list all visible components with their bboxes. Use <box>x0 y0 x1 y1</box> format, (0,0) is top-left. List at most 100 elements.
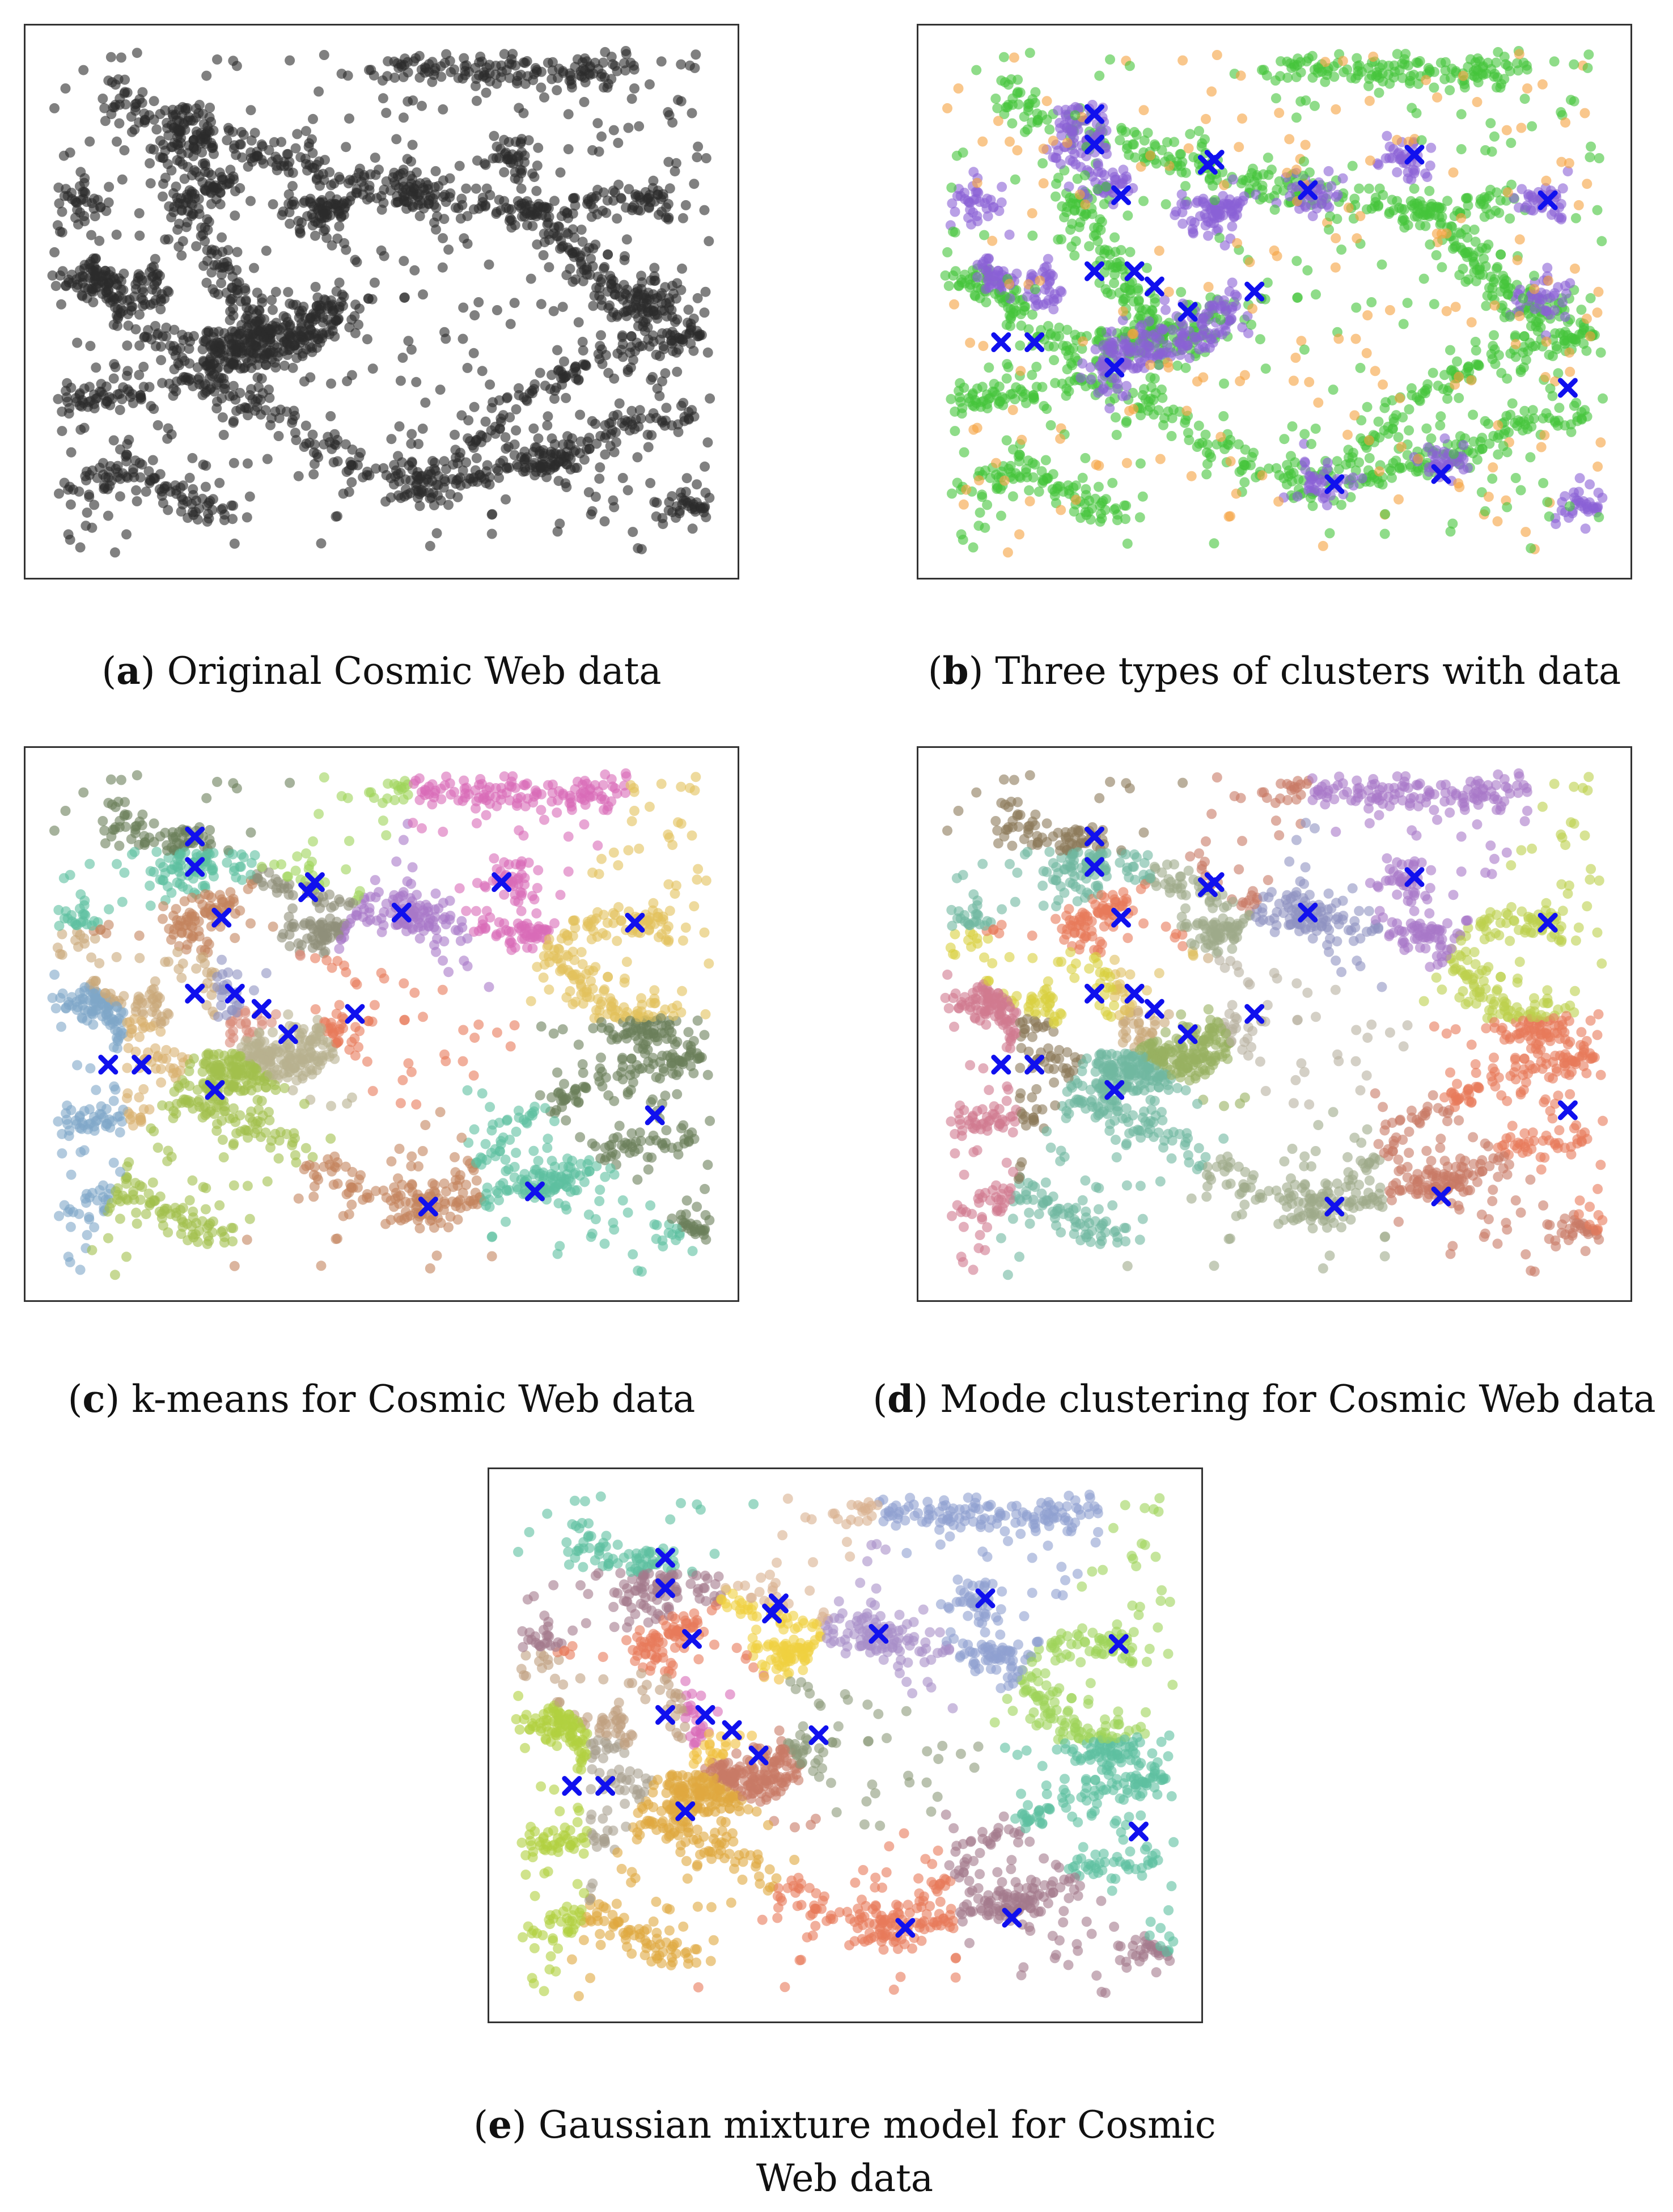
data-point <box>120 99 131 110</box>
data-point <box>370 153 380 163</box>
data-point <box>1234 198 1245 209</box>
data-point <box>542 420 553 431</box>
data-point <box>1580 523 1591 534</box>
data-point <box>1361 348 1372 358</box>
data-point <box>266 295 277 306</box>
data-point <box>596 69 607 79</box>
data-point <box>134 309 145 320</box>
data-point <box>1519 405 1530 416</box>
data-point <box>1348 480 1359 491</box>
data-point <box>1153 405 1164 416</box>
data-point <box>1048 304 1059 315</box>
data-point <box>1237 322 1248 333</box>
data-point <box>1197 138 1208 149</box>
data-point <box>563 213 574 223</box>
data-point <box>278 311 289 322</box>
data-point <box>249 128 260 138</box>
data-point <box>454 452 465 463</box>
data-point <box>471 435 481 446</box>
data-point <box>621 234 632 245</box>
data-point <box>484 259 494 270</box>
data-point <box>965 337 976 348</box>
data-point <box>245 345 256 356</box>
data-point <box>406 429 417 439</box>
data-point <box>91 362 101 373</box>
data-point <box>623 122 634 133</box>
data-point <box>1227 277 1238 288</box>
data-point <box>1307 72 1318 83</box>
data-point <box>205 384 215 395</box>
data-point <box>1180 362 1191 373</box>
data-point <box>59 477 70 488</box>
data-point <box>1530 303 1540 314</box>
data-point <box>1299 456 1310 467</box>
data-point <box>290 143 301 154</box>
data-point <box>586 212 597 222</box>
data-point <box>1384 209 1395 219</box>
data-point <box>207 181 218 192</box>
data-point <box>325 191 336 201</box>
data-point <box>1176 189 1187 200</box>
data-point <box>137 284 147 295</box>
data-point <box>553 365 564 376</box>
data-point <box>503 442 514 452</box>
data-point <box>1583 49 1594 60</box>
data-point <box>210 341 221 352</box>
data-point <box>1291 112 1302 123</box>
data-point <box>136 394 147 405</box>
data-point <box>1364 95 1375 106</box>
data-point <box>1027 309 1037 320</box>
data-point <box>128 397 138 408</box>
data-point <box>1111 430 1122 440</box>
data-point <box>137 301 148 311</box>
data-point <box>612 213 622 224</box>
data-point <box>253 304 264 315</box>
data-point <box>469 401 480 412</box>
data-point <box>532 160 543 171</box>
data-point <box>1219 240 1230 251</box>
data-point <box>1258 192 1268 203</box>
data-point <box>117 174 128 185</box>
data-point <box>1178 55 1188 66</box>
data-point <box>489 130 499 141</box>
data-point <box>456 410 467 421</box>
data-point <box>1129 126 1140 137</box>
data-point <box>1299 429 1310 439</box>
data-point <box>1148 395 1159 405</box>
data-point <box>1121 174 1132 185</box>
data-point <box>252 150 262 161</box>
data-point <box>539 237 550 248</box>
data-point <box>1336 244 1347 255</box>
data-point <box>339 238 350 248</box>
data-point <box>692 331 702 342</box>
data-point <box>1349 193 1360 204</box>
data-point <box>121 529 132 540</box>
data-point <box>700 286 711 297</box>
data-point <box>1337 173 1348 184</box>
data-point <box>420 397 431 408</box>
data-point <box>1374 62 1385 73</box>
data-point <box>1497 300 1508 311</box>
panel-a-original-scatter <box>24 24 739 580</box>
data-point <box>1417 200 1428 211</box>
data-point <box>431 224 441 235</box>
data-point <box>471 452 482 463</box>
data-point <box>217 269 227 280</box>
data-point <box>1448 243 1458 254</box>
data-point <box>149 115 159 125</box>
data-point <box>399 293 410 303</box>
data-point <box>1405 75 1415 86</box>
data-point <box>299 376 310 387</box>
data-point <box>1354 183 1365 194</box>
data-point <box>134 208 145 219</box>
data-point <box>232 247 243 257</box>
data-point <box>1239 477 1250 488</box>
data-point <box>1566 426 1577 437</box>
data-point <box>950 206 960 217</box>
data-point <box>323 432 333 442</box>
data-point <box>204 373 215 383</box>
data-point <box>1556 107 1566 117</box>
data-point <box>576 259 587 269</box>
data-point <box>446 67 456 78</box>
data-point <box>398 164 409 175</box>
